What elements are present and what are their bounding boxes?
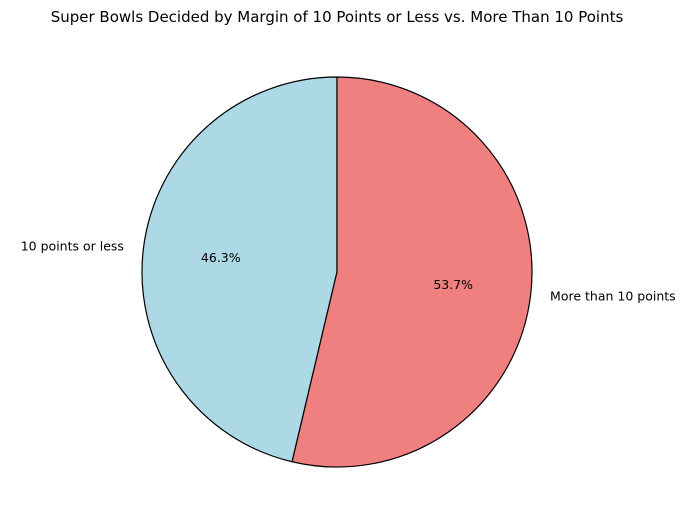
- pie-slice-0: [141, 76, 338, 463]
- pie-category-label-1: More than 10 points: [550, 288, 676, 303]
- pie-slice-1: [291, 76, 533, 468]
- pie-value-label-0: 46.3%: [201, 250, 241, 265]
- chart-title: Super Bowls Decided by Margin of 10 Poin…: [50, 8, 624, 26]
- pie-category-label-0: 10 points or less: [21, 239, 124, 254]
- pie-value-label-1: 53.7%: [433, 277, 473, 292]
